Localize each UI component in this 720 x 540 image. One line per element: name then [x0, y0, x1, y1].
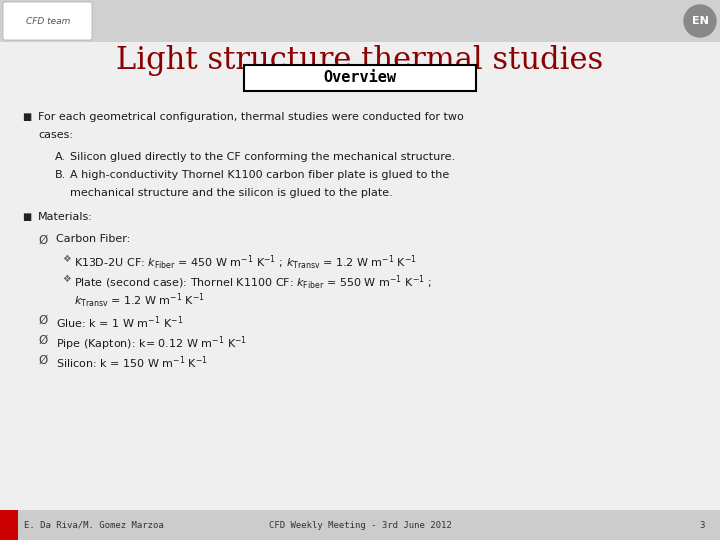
Text: Silicon glued directly to the CF conforming the mechanical structure.: Silicon glued directly to the CF conform…	[70, 152, 455, 162]
Text: Overview: Overview	[323, 71, 397, 85]
Text: B.: B.	[55, 170, 66, 180]
Text: ❖: ❖	[62, 274, 71, 284]
FancyBboxPatch shape	[3, 2, 92, 40]
Text: Ø: Ø	[38, 234, 48, 247]
Text: cases:: cases:	[38, 130, 73, 140]
Text: Ø: Ø	[38, 314, 48, 327]
Text: Ø: Ø	[38, 354, 48, 367]
Text: Light structure thermal studies: Light structure thermal studies	[117, 44, 603, 76]
Text: mechanical structure and the silicon is glued to the plate.: mechanical structure and the silicon is …	[70, 188, 392, 198]
Text: A high-conductivity Thornel K1100 carbon fiber plate is glued to the: A high-conductivity Thornel K1100 carbon…	[70, 170, 449, 180]
Text: Materials:: Materials:	[38, 212, 93, 222]
Text: Plate (second case): Thornel K1100 CF: $k_\mathrm{Fiber}$ = 550 W m$^{-1}$ K$^{-: Plate (second case): Thornel K1100 CF: $…	[74, 274, 432, 292]
Text: CFD team: CFD team	[26, 17, 70, 25]
Bar	[0, 510, 18, 540]
Text: CFD Weekly Meeting - 3rd June 2012: CFD Weekly Meeting - 3rd June 2012	[269, 521, 451, 530]
Text: Silicon: k = 150 W m$^{-1}$ K$^{-1}$: Silicon: k = 150 W m$^{-1}$ K$^{-1}$	[56, 354, 208, 370]
Text: A.: A.	[55, 152, 66, 162]
Text: Glue: k = 1 W m$^{-1}$ K$^{-1}$: Glue: k = 1 W m$^{-1}$ K$^{-1}$	[56, 314, 184, 330]
Text: EN: EN	[692, 16, 708, 26]
Text: ■: ■	[22, 112, 31, 122]
Text: ■: ■	[22, 212, 31, 222]
Text: E. Da Riva/M. Gomez Marzoa: E. Da Riva/M. Gomez Marzoa	[24, 521, 163, 530]
Text: Pipe (Kapton): k= 0.12 W m$^{-1}$ K$^{-1}$: Pipe (Kapton): k= 0.12 W m$^{-1}$ K$^{-1…	[56, 334, 247, 353]
Text: $k_\mathrm{Transv}$ = 1.2 W m$^{-1}$ K$^{-1}$: $k_\mathrm{Transv}$ = 1.2 W m$^{-1}$ K$^…	[74, 292, 205, 310]
Text: ❖: ❖	[62, 254, 71, 264]
Text: K13D-2U CF: $k_\mathrm{Fiber}$ = 450 W m$^{-1}$ K$^{-1}$ ; $k_\mathrm{Transv}$ =: K13D-2U CF: $k_\mathrm{Fiber}$ = 450 W m…	[74, 254, 417, 272]
Text: Ø: Ø	[38, 334, 48, 347]
Bar	[0, 0, 720, 42]
Text: For each geometrical configuration, thermal studies were conducted for two: For each geometrical configuration, ther…	[38, 112, 464, 122]
Text: Carbon Fiber:: Carbon Fiber:	[56, 234, 130, 244]
Bar	[0, 510, 720, 540]
FancyBboxPatch shape	[244, 65, 476, 91]
Text: 3: 3	[700, 521, 705, 530]
Circle shape	[684, 5, 716, 37]
